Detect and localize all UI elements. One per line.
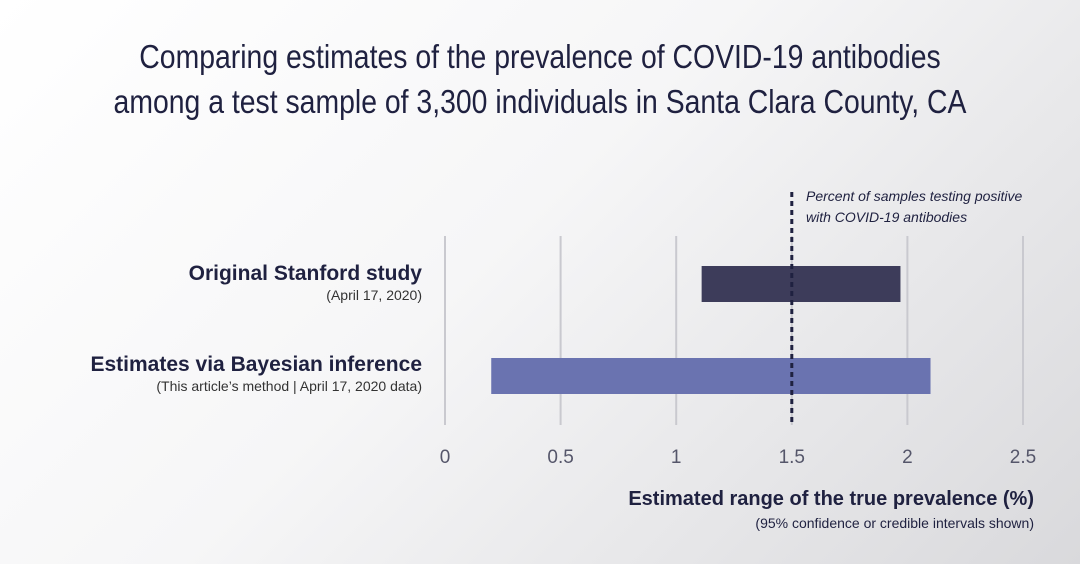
annotation-line-2: with COVID-19 antibodies	[806, 209, 968, 225]
range-bar-1	[491, 358, 931, 394]
annotation-line-1: Percent of samples testing positive	[806, 188, 1023, 204]
row-label-stanford-title: Original Stanford study	[188, 262, 422, 285]
x-tick-label-2: 1	[671, 447, 682, 468]
x-axis-sublabel: (95% confidence or credible intervals sh…	[755, 515, 1034, 531]
row-label-stanford: Original Stanford study (April 17, 2020)	[189, 262, 422, 304]
row-label-bayesian-note: (This article’s method | April 17, 2020 …	[156, 378, 422, 394]
x-tick-label-4: 2	[902, 447, 913, 468]
chart-title: Comparing estimates of the prevalence of…	[76, 34, 1005, 124]
chart-title-line-1: Comparing estimates of the prevalence of…	[139, 38, 941, 75]
row-label-stanford-date: (April 17, 2020)	[326, 287, 422, 303]
x-tick-label-0: 0	[440, 447, 451, 468]
reference-line-annotation: Percent of samples testing positive with…	[806, 186, 1076, 228]
x-tick-label-1: 0.5	[547, 447, 573, 468]
x-axis-label: Estimated range of the true prevalence (…	[628, 488, 1034, 510]
chart-title-line-2: among a test sample of 3,300 individuals…	[113, 83, 967, 120]
row-label-bayesian-title: Estimates via Bayesian inference	[90, 353, 422, 376]
x-tick-label-3: 1.5	[779, 447, 805, 468]
x-tick-label-5: 2.5	[1010, 447, 1036, 468]
range-bar-0	[701, 266, 901, 302]
row-label-bayesian: Estimates via Bayesian inference (This a…	[90, 353, 422, 395]
